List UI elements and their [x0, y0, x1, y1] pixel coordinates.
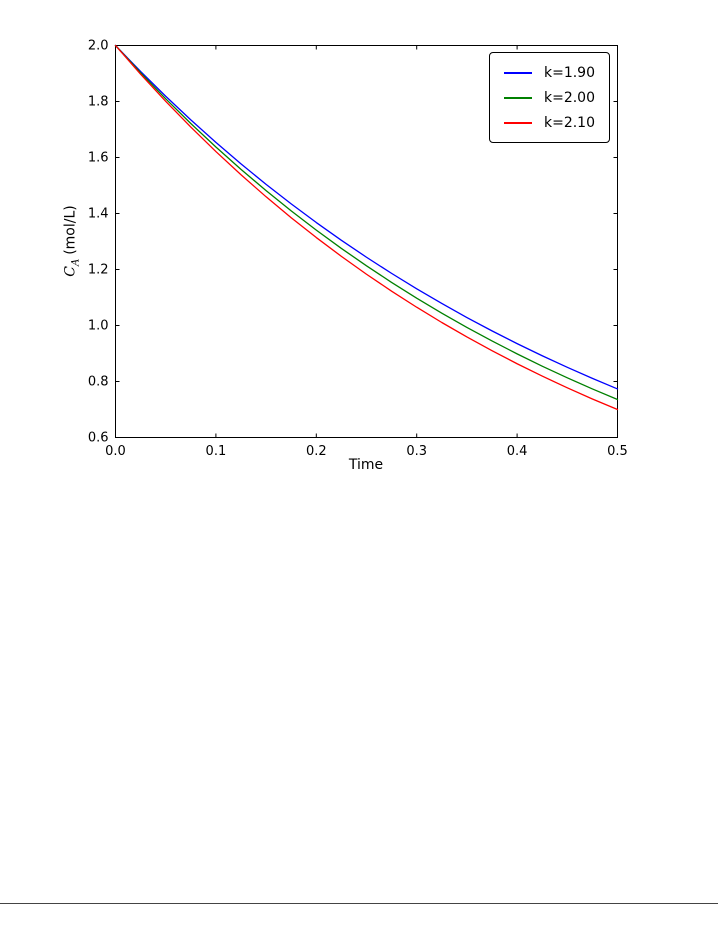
y-axis-subscript: A	[70, 258, 82, 267]
legend-line-blue-icon	[503, 71, 532, 74]
x-axis-label: Time	[348, 457, 384, 473]
y-tick-label: 1.6	[87, 150, 109, 165]
y-axis-symbol: C	[62, 266, 79, 277]
x-tick-label: 0.5	[607, 443, 628, 459]
x-tick-label: 0.1	[205, 443, 227, 459]
y-axis-label: CA (mol/L)	[63, 205, 82, 277]
y-tick-label: 1.2	[87, 262, 109, 277]
legend: k=1.90 k=2.00 k=2.10	[488, 52, 610, 143]
y-tick-label: 2.0	[87, 38, 109, 53]
legend-label: k=1.90	[543, 64, 595, 81]
y-tick-label: 1.4	[87, 206, 109, 221]
series-line-k=2.10	[114, 44, 619, 411]
legend-item: k=2.00	[503, 85, 595, 110]
y-tick-label: 0.8	[87, 374, 109, 389]
x-tick-label: 0.3	[406, 443, 428, 459]
legend-line-red-icon	[503, 121, 532, 124]
x-tick-label: 0.4	[506, 443, 528, 459]
series-line-k=1.90	[114, 44, 619, 390]
y-tick-label: 1.0	[87, 318, 109, 333]
y-tick-label: 1.8	[87, 94, 109, 109]
y-axis-unit: (mol/L)	[62, 205, 79, 255]
axes-frame	[115, 45, 618, 438]
x-tick-label: 0.0	[105, 443, 126, 459]
legend-line-green-icon	[503, 96, 532, 99]
legend-item: k=2.10	[503, 110, 595, 135]
page-divider	[0, 903, 718, 904]
y-tick-label: 0.6	[87, 430, 109, 445]
legend-item: k=1.90	[503, 60, 595, 85]
x-tick-label: 0.2	[305, 443, 327, 459]
series-line-k=2.00	[114, 44, 619, 401]
legend-label: k=2.00	[543, 89, 595, 106]
legend-label: k=2.10	[543, 114, 595, 131]
